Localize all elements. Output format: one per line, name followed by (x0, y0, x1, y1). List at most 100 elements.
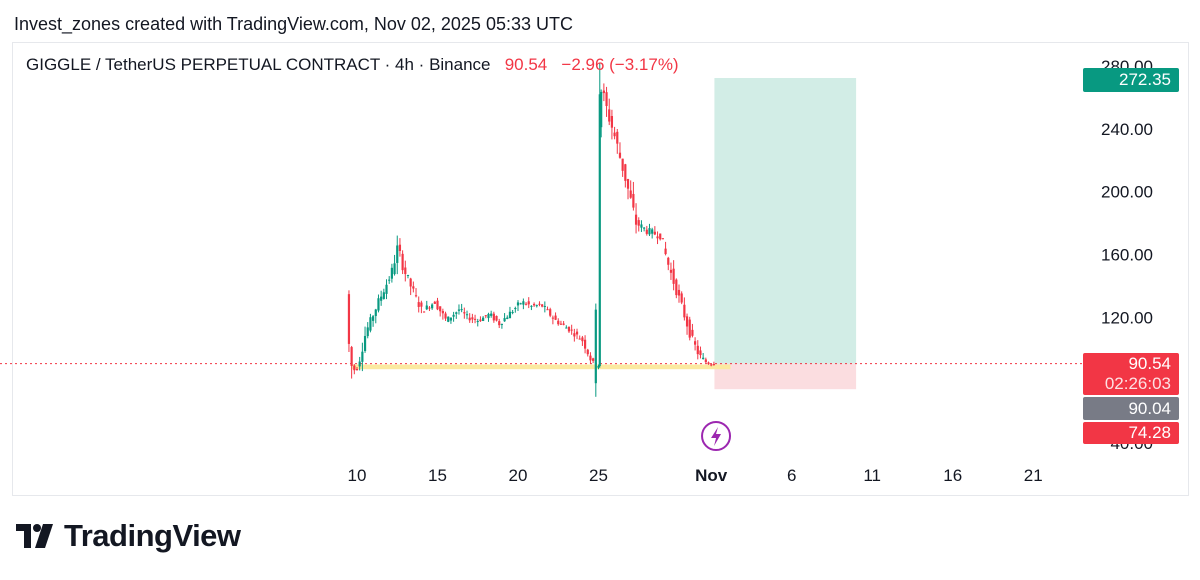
candle-body (503, 318, 506, 322)
candle-body (414, 295, 418, 297)
candle-body (583, 339, 587, 349)
candle-body (508, 311, 512, 319)
candle-body (691, 329, 694, 336)
y-tick-label: 160.00 (1101, 246, 1153, 265)
candle-body (366, 327, 369, 337)
candle-body (538, 303, 541, 305)
candle-body (661, 238, 664, 240)
candle-body (495, 315, 498, 321)
candle-body (444, 313, 447, 319)
candle-body (476, 321, 479, 323)
x-tick-label: 15 (428, 466, 447, 485)
candle-body (608, 109, 611, 122)
candle-body (514, 307, 517, 310)
y-tick-label: 240.00 (1101, 120, 1153, 139)
candle-body (468, 317, 471, 321)
candle-body (455, 312, 458, 314)
candle-body (610, 116, 614, 128)
candle-body (385, 284, 388, 294)
last-price-tag: 90.54 02:26:03 (1083, 353, 1179, 395)
candle-body (473, 318, 477, 320)
y-tick-label: 120.00 (1101, 308, 1153, 327)
candle-body (463, 312, 466, 314)
candle-body (390, 267, 393, 279)
candle-body (581, 337, 584, 342)
support-band (352, 364, 731, 370)
candle-body (640, 224, 643, 228)
candle-body (546, 309, 549, 311)
candle-body (669, 269, 673, 273)
candle-body (441, 310, 444, 314)
candle-body (575, 331, 579, 335)
tradingview-logo: TradingView (16, 518, 241, 554)
candle-body (393, 263, 396, 275)
bar-countdown: 02:26:03 (1104, 374, 1171, 393)
candle-body (500, 323, 503, 325)
candle-body (710, 364, 713, 366)
x-tick-label: 25 (589, 466, 608, 485)
candle-body (363, 335, 367, 352)
candle-body (396, 245, 399, 263)
candle-body (543, 306, 546, 308)
candle-body (541, 304, 544, 307)
x-tick-label: 16 (943, 466, 962, 485)
candle-body (516, 302, 520, 306)
candle-body (667, 257, 670, 265)
candle-body (637, 220, 640, 226)
candle-body (431, 304, 434, 309)
candle-body (347, 294, 351, 344)
candle-body (533, 303, 536, 306)
candle-body (704, 359, 707, 363)
candle-body (490, 313, 493, 316)
candle-body (549, 309, 552, 316)
candle-body (598, 94, 601, 367)
candle-body (616, 131, 619, 144)
candle-body (683, 304, 686, 318)
candle-body (398, 244, 402, 251)
symbol-legend[interactable]: GIGGLE / TetherUS PERPETUAL CONTRACT · 4… (26, 55, 679, 75)
tradingview-logo-icon (16, 524, 53, 548)
candle-body (565, 327, 568, 329)
candle-body (404, 267, 407, 275)
candle-body (498, 321, 501, 326)
candle-body (696, 345, 699, 355)
candle-body (634, 214, 638, 225)
x-tick-label: 10 (348, 466, 367, 485)
candle-body (707, 362, 710, 365)
candle-body (369, 317, 372, 331)
x-tick-label: 21 (1024, 466, 1043, 485)
watermark-text: Invest_zones created with TradingView.co… (14, 14, 573, 34)
candle-body (659, 233, 662, 240)
candle-body (645, 229, 648, 234)
candle-body (479, 319, 482, 322)
candle-body (592, 358, 595, 361)
candle-body (605, 92, 608, 107)
candle-body (694, 341, 697, 345)
candle-body (350, 347, 353, 366)
candle-body (382, 292, 385, 299)
candle-body (597, 366, 600, 368)
candle-body (527, 301, 530, 305)
candle-body (624, 164, 627, 181)
last-price-value: 90.54 (504, 55, 548, 74)
candle-body (433, 301, 436, 304)
grey-price-tag: 90.04 (1083, 397, 1179, 420)
candle-body (519, 303, 522, 305)
symbol-description: GIGGLE / TetherUS PERPETUAL CONTRACT · 4… (26, 55, 491, 74)
candle-body (465, 314, 469, 316)
candle-body (460, 309, 463, 311)
candle-body (358, 361, 361, 367)
candle-body (401, 253, 404, 271)
candle-body (651, 229, 654, 234)
candle-body (471, 317, 474, 320)
price-change: −2.96 (−3.17%) (561, 55, 679, 74)
candle-body (600, 92, 603, 128)
candle-body (439, 306, 442, 312)
candle-body (578, 338, 581, 340)
loss-zone (714, 363, 857, 390)
candle-body (436, 300, 439, 310)
candle-body (372, 316, 375, 321)
candle-body (656, 236, 659, 239)
candle-body (685, 316, 689, 327)
